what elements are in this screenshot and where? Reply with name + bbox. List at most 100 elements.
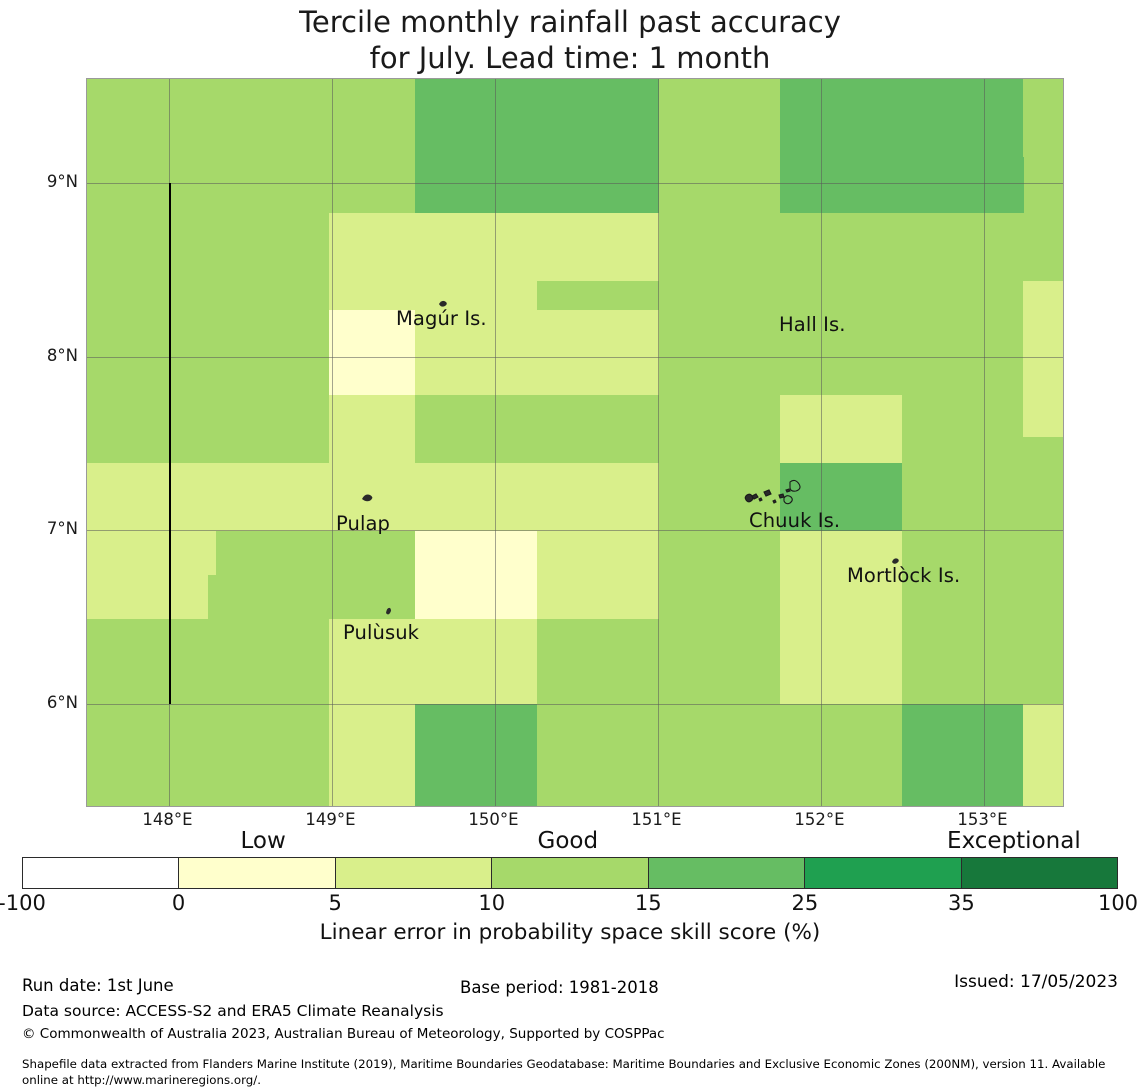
data-source-text: Data source: ACCESS-S2 and ERA5 Climate … [22, 1002, 444, 1020]
copyright-text: © Commonwealth of Australia 2023, Austra… [22, 1026, 665, 1042]
heatmap-cell [658, 280, 781, 311]
colorbar-tick-label: 5 [328, 891, 342, 915]
heatmap-cell [87, 394, 209, 438]
colorbar-segment [648, 858, 806, 888]
colorbar-tick-label: 15 [634, 891, 662, 915]
map-place-label: Mortlòck Is. [847, 564, 961, 587]
heatmap-cell [780, 212, 903, 282]
colorbar-segment [335, 858, 493, 888]
heatmap-cell [536, 619, 660, 705]
heatmap-cell [1023, 619, 1063, 705]
heatmap-cell [415, 530, 538, 576]
heatmap-cell [329, 212, 417, 282]
heatmap-cell [329, 530, 417, 576]
heatmap-cell [780, 530, 903, 576]
colorbar-segment [961, 858, 1117, 888]
heatmap-cell [536, 462, 660, 532]
map-plot-area: Magúr Is. Hall Is. Pulap Chuuk Is. Mortlòck … [86, 78, 1064, 807]
heatmap-cell [1023, 280, 1063, 311]
longitude-tick-label: 149°E [305, 810, 356, 829]
heatmap-cell [87, 530, 209, 576]
colorbar-category-label: Low [240, 828, 286, 854]
heatmap-cell [415, 462, 538, 532]
heatmap-cell [87, 619, 209, 705]
graticule-meridian [820, 79, 822, 806]
heatmap-cell [87, 212, 209, 282]
heatmap-cell [901, 462, 1024, 532]
heatmap-cell [901, 704, 1024, 758]
heatmap-cell [658, 79, 781, 214]
chart-title: Tercile monthly rainfall past accuracy f… [0, 4, 1140, 76]
heatmap-cell [658, 309, 781, 396]
heatmap-cell [1023, 704, 1063, 758]
chart-title-line2: for July. Lead time: 1 month [369, 41, 771, 75]
heatmap-cell [415, 79, 538, 158]
heatmap-cell [780, 619, 903, 705]
heatmap-cell [215, 530, 330, 576]
heatmap-cell [207, 437, 330, 464]
colorbar-tick-label: 35 [948, 891, 975, 915]
shapefile-attribution-text: Shapefile data extracted from Flanders M… [22, 1057, 1106, 1087]
latitude-tick-label: 7°N [46, 519, 78, 539]
heatmap-cell [780, 280, 1024, 311]
colorbar-tick-label: -100 [0, 891, 46, 915]
heatmap-cell [658, 530, 781, 576]
colorbar-tick-label: 0 [171, 891, 186, 915]
heatmap-cell [329, 704, 417, 758]
latitude-tick-label: 6°N [46, 692, 78, 712]
heatmap-cell [207, 79, 330, 214]
heatmap-cell [329, 619, 417, 705]
graticule-parallel [87, 703, 1063, 705]
heatmap-cell [207, 280, 330, 311]
latitude-tick-label: 8°N [46, 345, 78, 365]
heatmap-cell [87, 309, 209, 396]
heatmap-cell [780, 704, 903, 758]
heatmap-cell [415, 394, 538, 438]
heatmap-cell [87, 704, 209, 758]
colorbar-segment [179, 858, 336, 888]
heatmap-cell [329, 437, 417, 464]
heatmap-cell [658, 619, 781, 705]
heatmap-cell [901, 212, 1024, 282]
heatmap-cell [87, 437, 209, 464]
heatmap-cell [536, 394, 660, 438]
heatmap-cell [87, 574, 209, 620]
heatmap-cell [415, 619, 538, 705]
footer: Run date: 1st June Base period: 1981-201… [0, 972, 1140, 1087]
heatmap-cell [901, 619, 1024, 705]
heatmap-cell [780, 437, 903, 464]
map-place-label: Pulap [336, 512, 391, 535]
heatmap-cell [415, 756, 538, 806]
graticule-parallel [87, 356, 1063, 358]
heatmap-cell [536, 280, 660, 311]
heatmap-cell [780, 394, 903, 438]
heatmap-cell [658, 394, 781, 438]
heatmap-cell [901, 437, 1063, 464]
colorbar-segment [492, 858, 649, 888]
heatmap-cell [87, 79, 209, 214]
colorbar-category-label: Exceptional [947, 828, 1081, 854]
heatmap-cell [1023, 462, 1063, 532]
heatmap-cell [415, 704, 538, 758]
heatmap-cell [329, 280, 417, 311]
heatmap-cell [329, 756, 417, 806]
heatmap-cell [658, 704, 781, 758]
heatmap-cell [415, 437, 538, 464]
heatmap-cell [536, 704, 660, 758]
heatmap-cell [1023, 79, 1063, 214]
heatmap-cell [1023, 530, 1063, 576]
heatmap-cell [780, 462, 903, 532]
colorbar[interactable] [22, 857, 1118, 889]
heatmap-cell [415, 212, 538, 282]
heatmap-cell [329, 79, 339, 214]
map-place-label: Magúr Is. [396, 307, 487, 330]
graticule-meridian [983, 79, 985, 806]
chart-title-line1: Tercile monthly rainfall past accuracy [299, 5, 841, 39]
graticule-parallel [87, 183, 1063, 185]
map-place-label: Chuuk Is. [749, 509, 841, 532]
heatmap-cell [329, 309, 417, 396]
heatmap-cell [658, 437, 781, 464]
map-place-label: Pulùsuk [343, 621, 420, 644]
heatmap-cell [901, 756, 1024, 806]
heatmap-cell [536, 437, 660, 464]
